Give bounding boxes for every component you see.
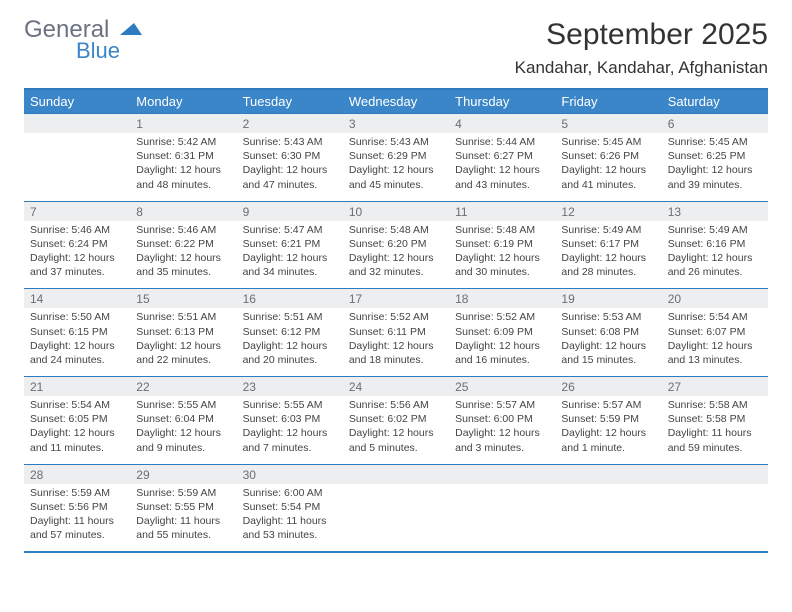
day-number-cell: 23 — [237, 377, 343, 397]
day-number-row: 123456 — [24, 114, 768, 134]
day-number-cell: 16 — [237, 289, 343, 309]
day-info-cell: Sunrise: 5:46 AMSunset: 6:24 PMDaylight:… — [24, 221, 130, 289]
day-info-cell: Sunrise: 5:42 AMSunset: 6:31 PMDaylight:… — [130, 133, 236, 201]
day-number-cell — [449, 464, 555, 484]
day-info-cell: Sunrise: 5:44 AMSunset: 6:27 PMDaylight:… — [449, 133, 555, 201]
day-number-cell: 9 — [237, 201, 343, 221]
logo: General Blue — [24, 18, 142, 62]
month-title: September 2025 — [515, 18, 768, 52]
day-number-cell: 15 — [130, 289, 236, 309]
day-number-cell: 29 — [130, 464, 236, 484]
day-info-cell: Sunrise: 5:54 AMSunset: 6:07 PMDaylight:… — [662, 308, 768, 376]
day-number-cell: 11 — [449, 201, 555, 221]
calendar-table: Sunday Monday Tuesday Wednesday Thursday… — [24, 88, 768, 553]
day-number-cell: 8 — [130, 201, 236, 221]
day-info-cell: Sunrise: 5:52 AMSunset: 6:11 PMDaylight:… — [343, 308, 449, 376]
day-info-cell: Sunrise: 5:49 AMSunset: 6:16 PMDaylight:… — [662, 221, 768, 289]
day-number-cell — [662, 464, 768, 484]
day-info-cell: Sunrise: 5:57 AMSunset: 5:59 PMDaylight:… — [555, 396, 661, 464]
day-number-cell: 7 — [24, 201, 130, 221]
day-header: Thursday — [449, 89, 555, 114]
day-info-cell: Sunrise: 5:53 AMSunset: 6:08 PMDaylight:… — [555, 308, 661, 376]
day-info-cell: Sunrise: 5:43 AMSunset: 6:29 PMDaylight:… — [343, 133, 449, 201]
day-info-cell: Sunrise: 5:58 AMSunset: 5:58 PMDaylight:… — [662, 396, 768, 464]
day-header: Tuesday — [237, 89, 343, 114]
day-header-row: Sunday Monday Tuesday Wednesday Thursday… — [24, 89, 768, 114]
day-info-row: Sunrise: 5:42 AMSunset: 6:31 PMDaylight:… — [24, 133, 768, 201]
day-number-cell — [24, 114, 130, 134]
day-header: Wednesday — [343, 89, 449, 114]
day-header: Sunday — [24, 89, 130, 114]
day-info-cell — [343, 484, 449, 553]
calendar-body: 123456Sunrise: 5:42 AMSunset: 6:31 PMDay… — [24, 114, 768, 553]
day-info-cell: Sunrise: 5:50 AMSunset: 6:15 PMDaylight:… — [24, 308, 130, 376]
day-info-row: Sunrise: 5:50 AMSunset: 6:15 PMDaylight:… — [24, 308, 768, 376]
day-info-cell: Sunrise: 5:49 AMSunset: 6:17 PMDaylight:… — [555, 221, 661, 289]
day-number-cell: 14 — [24, 289, 130, 309]
day-number-cell — [343, 464, 449, 484]
day-info-row: Sunrise: 5:54 AMSunset: 6:05 PMDaylight:… — [24, 396, 768, 464]
day-info-cell — [662, 484, 768, 553]
day-info-cell — [449, 484, 555, 553]
day-info-cell: Sunrise: 5:45 AMSunset: 6:25 PMDaylight:… — [662, 133, 768, 201]
day-info-cell: Sunrise: 5:48 AMSunset: 6:20 PMDaylight:… — [343, 221, 449, 289]
location-label: Kandahar, Kandahar, Afghanistan — [515, 58, 768, 78]
day-info-cell: Sunrise: 5:45 AMSunset: 6:26 PMDaylight:… — [555, 133, 661, 201]
day-number-cell: 4 — [449, 114, 555, 134]
day-number-cell: 20 — [662, 289, 768, 309]
day-number-cell: 12 — [555, 201, 661, 221]
day-number-row: 282930 — [24, 464, 768, 484]
header: General Blue September 2025 Kandahar, Ka… — [24, 18, 768, 84]
day-info-cell — [555, 484, 661, 553]
logo-triangle-icon — [120, 16, 142, 43]
day-number-cell: 27 — [662, 377, 768, 397]
day-number-cell: 25 — [449, 377, 555, 397]
day-header: Friday — [555, 89, 661, 114]
day-info-cell — [24, 133, 130, 201]
day-info-cell: Sunrise: 5:52 AMSunset: 6:09 PMDaylight:… — [449, 308, 555, 376]
day-info-cell: Sunrise: 5:48 AMSunset: 6:19 PMDaylight:… — [449, 221, 555, 289]
day-number-cell: 3 — [343, 114, 449, 134]
day-info-cell: Sunrise: 5:59 AMSunset: 5:56 PMDaylight:… — [24, 484, 130, 553]
day-info-cell: Sunrise: 5:43 AMSunset: 6:30 PMDaylight:… — [237, 133, 343, 201]
day-number-row: 21222324252627 — [24, 377, 768, 397]
day-number-cell — [555, 464, 661, 484]
day-number-cell: 10 — [343, 201, 449, 221]
day-number-cell: 28 — [24, 464, 130, 484]
day-number-cell: 26 — [555, 377, 661, 397]
day-info-cell: Sunrise: 5:57 AMSunset: 6:00 PMDaylight:… — [449, 396, 555, 464]
day-number-cell: 2 — [237, 114, 343, 134]
logo-text: General Blue — [24, 18, 142, 62]
title-block: September 2025 Kandahar, Kandahar, Afgha… — [515, 18, 768, 84]
day-number-cell: 6 — [662, 114, 768, 134]
day-number-cell: 1 — [130, 114, 236, 134]
day-info-cell: Sunrise: 5:51 AMSunset: 6:12 PMDaylight:… — [237, 308, 343, 376]
day-number-cell: 21 — [24, 377, 130, 397]
day-number-cell: 18 — [449, 289, 555, 309]
day-info-cell: Sunrise: 5:46 AMSunset: 6:22 PMDaylight:… — [130, 221, 236, 289]
day-info-row: Sunrise: 5:46 AMSunset: 6:24 PMDaylight:… — [24, 221, 768, 289]
day-info-cell: Sunrise: 5:55 AMSunset: 6:04 PMDaylight:… — [130, 396, 236, 464]
logo-word-blue: Blue — [76, 40, 142, 62]
day-header: Monday — [130, 89, 236, 114]
day-info-cell: Sunrise: 5:56 AMSunset: 6:02 PMDaylight:… — [343, 396, 449, 464]
day-number-cell: 13 — [662, 201, 768, 221]
day-number-cell: 5 — [555, 114, 661, 134]
day-info-cell: Sunrise: 5:55 AMSunset: 6:03 PMDaylight:… — [237, 396, 343, 464]
day-header: Saturday — [662, 89, 768, 114]
day-number-cell: 22 — [130, 377, 236, 397]
day-info-cell: Sunrise: 5:59 AMSunset: 5:55 PMDaylight:… — [130, 484, 236, 553]
day-info-row: Sunrise: 5:59 AMSunset: 5:56 PMDaylight:… — [24, 484, 768, 553]
day-number-row: 14151617181920 — [24, 289, 768, 309]
day-info-cell: Sunrise: 5:47 AMSunset: 6:21 PMDaylight:… — [237, 221, 343, 289]
day-info-cell: Sunrise: 6:00 AMSunset: 5:54 PMDaylight:… — [237, 484, 343, 553]
day-number-cell: 19 — [555, 289, 661, 309]
day-info-cell: Sunrise: 5:54 AMSunset: 6:05 PMDaylight:… — [24, 396, 130, 464]
day-number-row: 78910111213 — [24, 201, 768, 221]
day-info-cell: Sunrise: 5:51 AMSunset: 6:13 PMDaylight:… — [130, 308, 236, 376]
day-number-cell: 17 — [343, 289, 449, 309]
day-number-cell: 30 — [237, 464, 343, 484]
day-number-cell: 24 — [343, 377, 449, 397]
